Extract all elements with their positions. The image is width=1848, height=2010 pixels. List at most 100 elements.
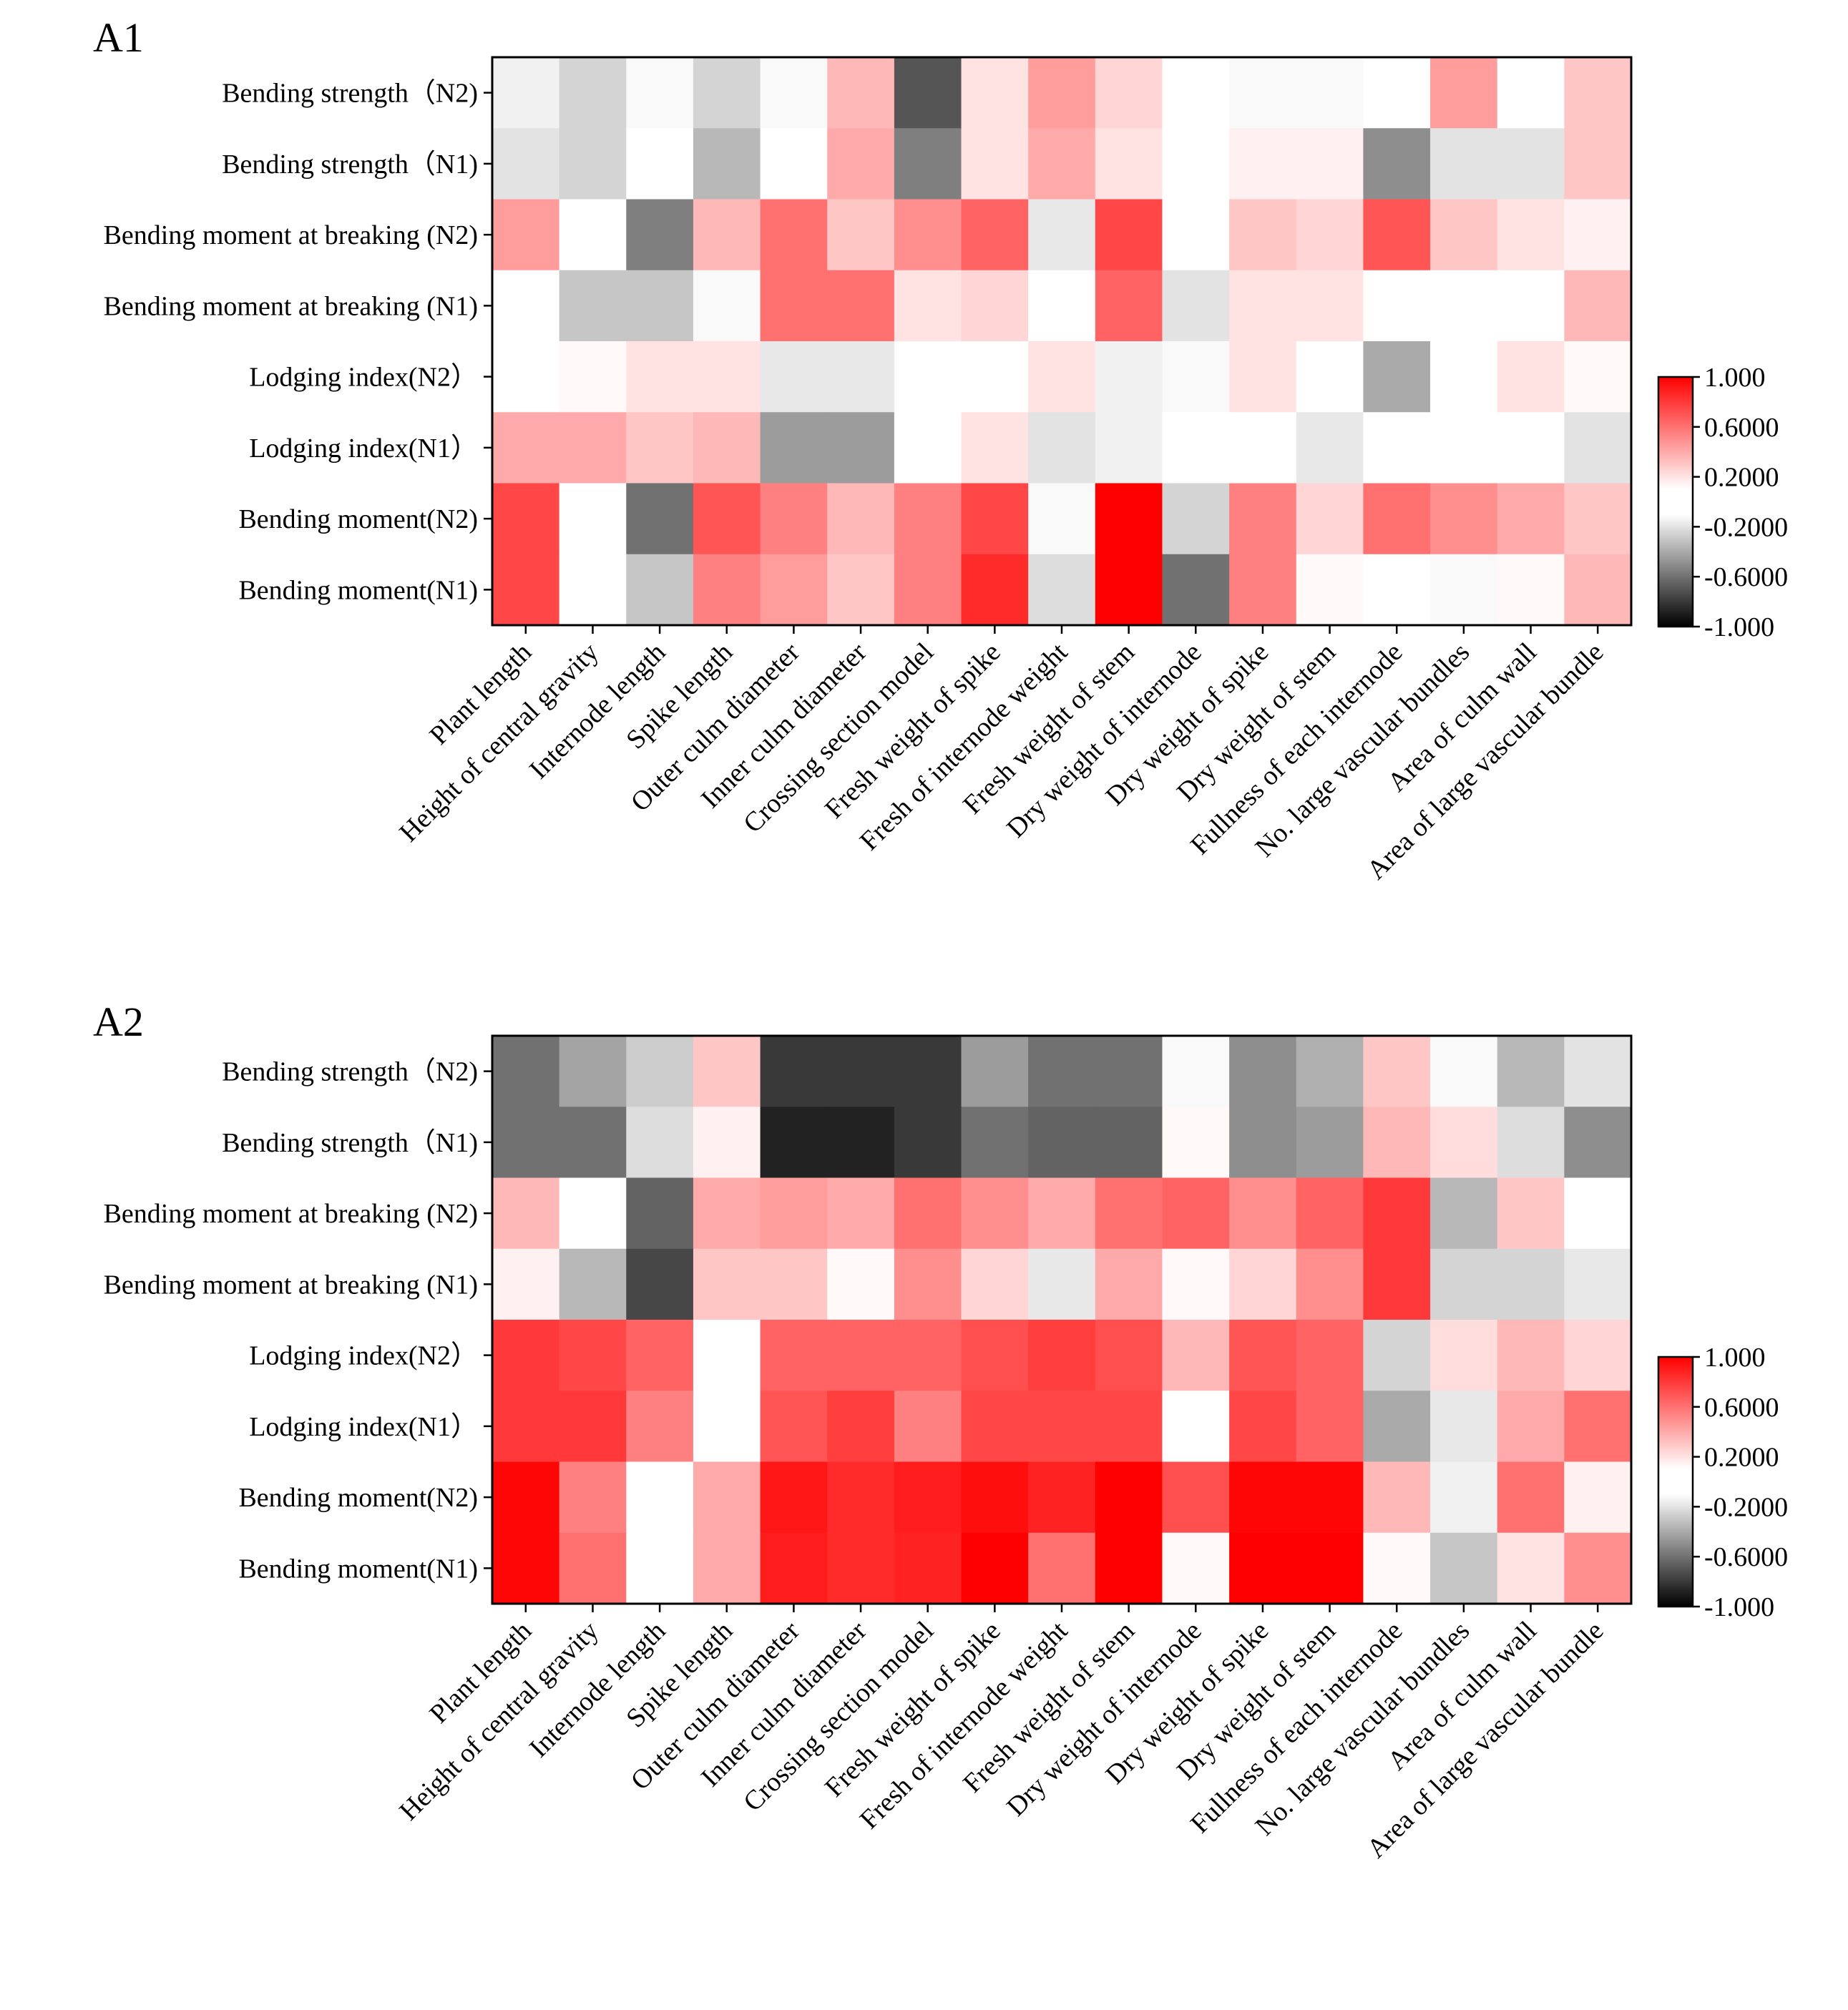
- y-tick-label: Bending moment(N1): [238, 1554, 478, 1584]
- heatmap-cell: [1162, 1036, 1230, 1107]
- heatmap-cell: [894, 57, 962, 129]
- y-tick-label: Bending strength（N2): [222, 1057, 478, 1087]
- heatmap-cell: [1430, 128, 1498, 200]
- heatmap-cell: [1028, 57, 1096, 129]
- heatmap-cell: [693, 270, 761, 342]
- heatmap-cell: [1497, 1461, 1565, 1534]
- heatmap-cell: [1430, 57, 1498, 129]
- heatmap-cell: [1497, 412, 1565, 484]
- heatmap-cell: [1564, 199, 1632, 271]
- y-tick-label: Bending moment(N1): [238, 575, 478, 605]
- heatmap-cell: [894, 128, 962, 200]
- colorbar-tick-label: 0.2000: [1704, 1443, 1779, 1473]
- heatmap-cell: [1363, 1461, 1431, 1534]
- heatmap-cell: [1430, 483, 1498, 555]
- panel-label: A1: [93, 14, 144, 61]
- heatmap-cell: [693, 128, 761, 200]
- heatmap-cell: [626, 1461, 694, 1534]
- heatmap-cell: [1162, 199, 1230, 271]
- heatmap-cell: [492, 1248, 560, 1320]
- heatmap-cell: [559, 1391, 627, 1463]
- heatmap-cell: [492, 1391, 560, 1463]
- heatmap-cell: [1095, 341, 1163, 413]
- heatmap-cell: [1095, 1248, 1163, 1320]
- heatmap-cell: [1363, 270, 1431, 342]
- heatmap-cell: [1296, 483, 1364, 555]
- heatmap-cell: [961, 1391, 1029, 1463]
- heatmap-cell: [1430, 1036, 1498, 1107]
- y-tick-label: Bending moment(N2): [238, 1483, 478, 1513]
- heatmap-cell: [1028, 341, 1096, 413]
- heatmap-cell: [1296, 341, 1364, 413]
- heatmap-cell: [1095, 1391, 1163, 1463]
- heatmap-cell: [1028, 1248, 1096, 1320]
- heatmap-cell: [1363, 1036, 1431, 1107]
- heatmap-cell: [693, 1248, 761, 1320]
- colorbar: [1657, 376, 1694, 628]
- heatmap-cell: [1296, 1107, 1364, 1179]
- heatmap-cell: [1430, 199, 1498, 271]
- heatmap-cell: [1564, 1177, 1632, 1250]
- heatmap-cell: [559, 270, 627, 342]
- heatmap-cell: [1296, 128, 1364, 200]
- heatmap-cell: [693, 1036, 761, 1107]
- heatmap-cell: [1363, 1177, 1431, 1250]
- heatmap-cell: [1497, 199, 1565, 271]
- heatmap-cell: [961, 270, 1029, 342]
- heatmap-cell: [1363, 1248, 1431, 1320]
- heatmap-cell: [1095, 412, 1163, 484]
- heatmap-cell: [760, 341, 828, 413]
- colorbar-tick-label: -1.000: [1704, 612, 1774, 642]
- heatmap-cell: [760, 270, 828, 342]
- heatmap-cell: [1229, 128, 1297, 200]
- heatmap-cell: [1028, 1177, 1096, 1250]
- heatmap-cell: [1229, 1248, 1297, 1320]
- heatmap-cell: [1564, 1532, 1632, 1604]
- heatmap-cell: [894, 1461, 962, 1534]
- heatmap-cell: [559, 1320, 627, 1391]
- heatmap-cell: [492, 1177, 560, 1250]
- heatmap-cell: [492, 270, 560, 342]
- heatmap-cell: [1162, 128, 1230, 200]
- heatmap-cell: [827, 1391, 895, 1463]
- heatmap-cell: [827, 554, 895, 626]
- colorbar: [1657, 1355, 1694, 1608]
- heatmap-cell: [626, 341, 694, 413]
- heatmap-cell: [693, 199, 761, 271]
- heatmap-cell: [1229, 1391, 1297, 1463]
- heatmap-cell: [1028, 1391, 1096, 1463]
- heatmap-cell: [1497, 1036, 1565, 1107]
- heatmap-cell: [626, 1532, 694, 1604]
- colorbar-tick-label: 1.000: [1704, 1343, 1766, 1373]
- heatmap-cell: [1095, 1177, 1163, 1250]
- heatmap-cell: [961, 412, 1029, 484]
- heatmap-cell: [559, 199, 627, 271]
- heatmap-cell: [626, 128, 694, 200]
- heatmap-cell: [1497, 128, 1565, 200]
- heatmap-cell: [1296, 554, 1364, 626]
- heatmap-cell: [1229, 1320, 1297, 1391]
- y-tick-label: Bending moment at breaking (N2): [104, 1199, 478, 1229]
- heatmap-cell: [1229, 1107, 1297, 1179]
- heatmap-cell: [559, 1177, 627, 1250]
- heatmap-cell: [827, 1532, 895, 1604]
- heatmap-cell: [1363, 554, 1431, 626]
- heatmap-cell: [1028, 1320, 1096, 1391]
- heatmap-cell: [693, 554, 761, 626]
- heatmap-cell: [492, 1532, 560, 1604]
- heatmap-cell: [1430, 1532, 1498, 1604]
- heatmap-cell: [626, 1391, 694, 1463]
- heatmap-cell: [760, 199, 828, 271]
- heatmap-cell: [1497, 270, 1565, 342]
- heatmap-cell: [559, 1248, 627, 1320]
- heatmap-cell: [961, 554, 1029, 626]
- heatmap-cell: [894, 341, 962, 413]
- heatmap-cell: [1363, 483, 1431, 555]
- heatmap-cell: [626, 1177, 694, 1250]
- heatmap-cell: [827, 341, 895, 413]
- heatmap-cell: [1162, 1107, 1230, 1179]
- heatmap-cell: [492, 1461, 560, 1534]
- heatmap-cell: [1430, 1248, 1498, 1320]
- heatmap-cell: [1430, 341, 1498, 413]
- heatmap-cell: [894, 1107, 962, 1179]
